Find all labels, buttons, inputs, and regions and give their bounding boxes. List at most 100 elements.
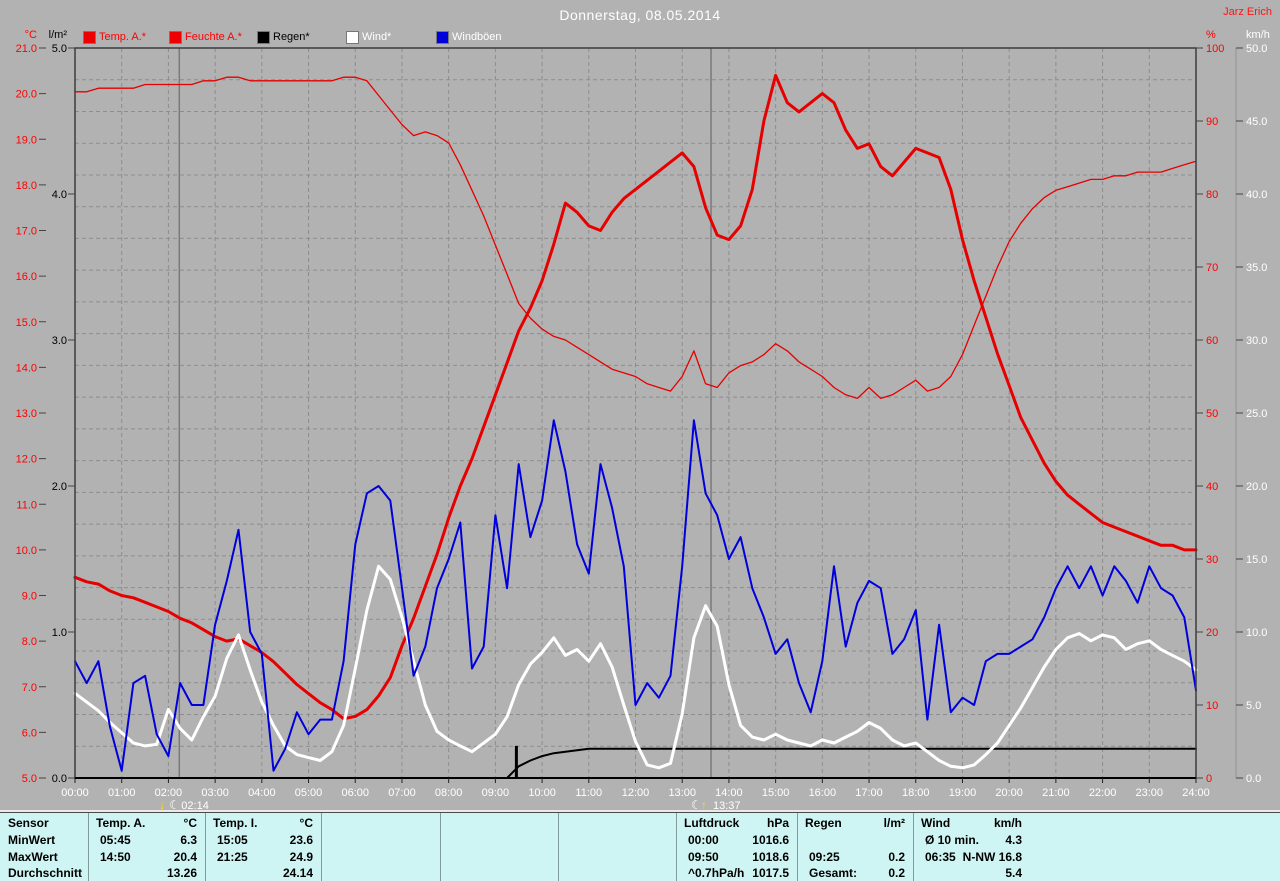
moon-event-time: 02:14 [181,800,209,812]
legend-swatch-windb-en [436,31,449,44]
x-tick-label: 09:00 [482,787,510,799]
rain_lm2-tick-label: 1.0 [52,627,67,639]
x-tick-label: 06:00 [341,787,369,799]
temp_c-tick-label: 8.0 [22,636,37,648]
x-tick-label: 20:00 [995,787,1023,799]
temp_c-tick-label: 21.0 [16,43,37,55]
panel-row-label: Sensor [8,816,49,830]
cell-temp-i-label: 21:25 [217,850,248,864]
cell-temp-a-label: 14:50 [100,850,131,864]
humidity_pct-tick-label: 70 [1206,262,1218,274]
humidity_pct-tick-label: 90 [1206,116,1218,128]
x-tick-label: 07:00 [388,787,416,799]
panel-divider [558,813,559,881]
moon-event-time: 13:37 [713,800,741,812]
rain_lm2-tick-label: 3.0 [52,335,67,347]
cell-temp-i-value: 24.9 [289,850,313,864]
temp_c-tick-label: 5.0 [22,773,37,785]
temp_c-tick-label: 7.0 [22,682,37,694]
x-tick-label: 21:00 [1042,787,1070,799]
rain_lm2-tick-label: 4.0 [52,189,67,201]
x-tick-label: 22:00 [1089,787,1117,799]
legend-label: Regen* [273,31,310,43]
wind_kmh-tick-label: 5.0 [1246,700,1261,712]
humidity_pct-tick-label: 30 [1206,554,1218,566]
cell-wind-value: N-NW 16.8 [962,850,1022,864]
panel-divider [676,813,677,881]
panel-divider [88,813,89,881]
wind_kmh-tick-label: 0.0 [1246,773,1261,785]
moon-event-icon: ☾ [169,798,180,812]
x-tick-label: 13:00 [668,787,696,799]
x-tick-label: 08:00 [435,787,463,799]
moon-event-icon: ↑ [701,798,707,812]
x-tick-label: 05:00 [295,787,323,799]
temp_c-tick-label: 19.0 [16,134,37,146]
wind_kmh-tick-label: 40.0 [1246,189,1267,201]
stats-panel: Sensor MinWert MaxWert Durchschnitt Temp. A.… [0,812,1280,881]
wind_kmh-tick-label: 25.0 [1246,408,1267,420]
wind_kmh-tick-label: 10.0 [1246,627,1267,639]
moon-event-icon: ☾ [691,798,702,812]
panel-divider [440,813,441,881]
legend-label: Wind* [362,31,392,43]
cell-wind-value: 5.4 [1005,866,1022,880]
rain_lm2-tick-label: 0.0 [52,773,67,785]
x-tick-label: 12:00 [622,787,650,799]
col-header-temp-i: Temp. I. [213,816,258,830]
x-tick-label: 04:00 [248,787,276,799]
legend-swatch-regen [257,31,270,44]
panel-divider [797,813,798,881]
temp_c-tick-label: 17.0 [16,226,37,238]
x-tick-label: 10:00 [528,787,556,799]
wind_kmh-axis-title: km/h [1246,29,1270,41]
humidity_pct-tick-label: 10 [1206,700,1218,712]
temp_c-tick-label: 16.0 [16,271,37,283]
cell-wind-label: 06:35 [925,850,956,864]
cell-luftdruck-value: 1016.6 [752,833,789,847]
x-tick-label: 01:00 [108,787,136,799]
wind_kmh-tick-label: 30.0 [1246,335,1267,347]
x-tick-label: 16:00 [809,787,837,799]
cell-temp-a-value: 20.4 [173,850,197,864]
humidity_pct-tick-label: 0 [1206,773,1212,785]
panel-divider [321,813,322,881]
temp_c-tick-label: 15.0 [16,317,37,329]
cell-wind-value: 4.3 [1005,833,1022,847]
x-tick-label: 02:00 [155,787,183,799]
wind_kmh-tick-label: 20.0 [1246,481,1267,493]
weather-chart-plot: 5.0 6.0 7.0 8.0 9.0 10.0 11.0 12.0 13.0 14.0 15.0 1… [16,29,1270,812]
x-tick-label: 14:00 [715,787,743,799]
x-tick-label: 24:00 [1182,787,1210,799]
panel-separator [0,810,1280,812]
humidity_pct-tick-label: 50 [1206,408,1218,420]
cell-temp-a-value: 13.26 [166,866,197,880]
col-header-temp-a: Temp. A. [96,816,146,830]
col-unit-luftdruck: hPa [766,816,789,830]
col-unit-wind: km/h [993,816,1022,830]
col-header-regen: Regen [805,816,842,830]
x-tick-label: 19:00 [949,787,977,799]
legend-swatch-temp-a [83,31,96,44]
legend-swatch-wind [346,31,359,44]
humidity_pct-tick-label: 80 [1206,189,1218,201]
humidity_pct-tick-label: 20 [1206,627,1218,639]
temp_c-tick-label: 13.0 [16,408,37,420]
legend-label: Feuchte A.* [185,31,242,43]
col-unit-regen: l/m² [883,816,905,830]
cell-temp-i-value: 23.6 [289,833,313,847]
humidity_pct-tick-label: 100 [1206,43,1224,55]
temp_c-tick-label: 14.0 [16,362,37,374]
cell-wind-label: Ø 10 min. [925,833,980,847]
cell-regen-label: 09:25 [809,850,840,864]
temp_c-tick-label: 20.0 [16,89,37,101]
moon-event-icon: ↓ [159,798,165,812]
cell-luftdruck-label: 00:00 [688,833,719,847]
wind_kmh-tick-label: 45.0 [1246,116,1267,128]
col-unit-temp-i: °C [299,816,313,830]
cell-regen-label: Gesamt: [809,866,858,880]
cell-luftdruck-label: 09:50 [688,850,719,864]
series-windb-en [74,419,1197,772]
temp_c-tick-label: 18.0 [16,180,37,192]
panel-row-label: Durchschnitt [8,866,83,880]
